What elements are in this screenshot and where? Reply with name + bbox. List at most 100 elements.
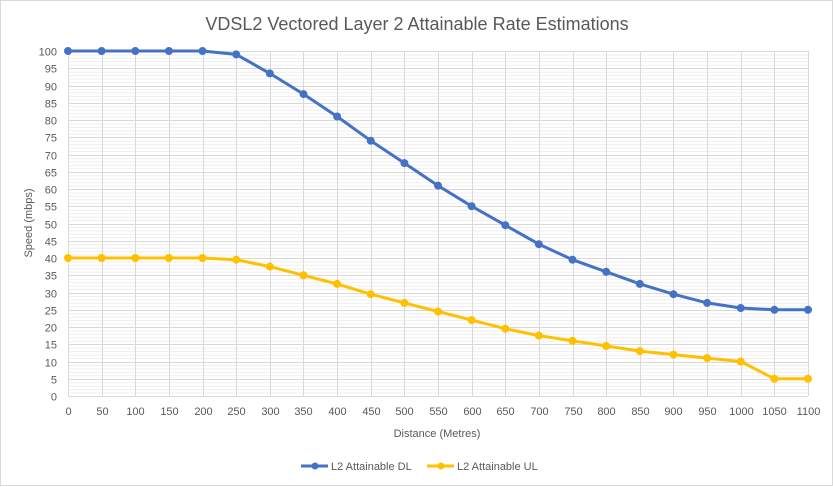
y-axis-ticks: 0 5 10 15 20 25 30 35 40 45 50 55 60 65 70 75 80 85 90 95 10… [39, 47, 57, 404]
data-point [198, 47, 207, 55]
data-point [434, 307, 442, 316]
x-tick-label: 850 [631, 406, 649, 418]
x-tick-label: 450 [362, 406, 380, 418]
x-tick-label: 650 [496, 406, 514, 418]
y-tick-label: 45 [45, 237, 57, 249]
y-tick-label: 15 [45, 340, 57, 352]
x-axis-label: Distance (Metres) [394, 428, 481, 440]
x-tick-label: 750 [564, 406, 582, 418]
x-tick-label: 1050 [762, 406, 786, 418]
series-l2-attainable-ul [64, 254, 812, 383]
x-tick-label: 150 [160, 406, 178, 418]
y-tick-label: 85 [45, 99, 57, 111]
y-tick-label: 100 [39, 47, 57, 59]
y-tick-label: 40 [45, 254, 57, 266]
data-point [299, 271, 308, 280]
data-point [131, 254, 140, 262]
y-tick-label: 20 [45, 323, 57, 335]
x-tick-label: 500 [395, 406, 413, 418]
x-tick-label: 300 [261, 406, 279, 418]
y-tick-label: 90 [45, 82, 57, 94]
x-tick-label: 400 [328, 406, 346, 418]
data-point [602, 342, 611, 350]
x-axis-ticks: 0 50 100 150 200 250 300 350 400 450 500 550 600 650 7… [65, 406, 820, 418]
data-point [164, 47, 173, 55]
x-tick-label: 950 [698, 406, 716, 418]
y-tick-label: 0 [51, 392, 57, 404]
data-point [635, 279, 644, 288]
x-tick-label: 250 [227, 406, 245, 418]
series-layer [64, 47, 812, 383]
x-tick-label: 600 [463, 406, 481, 418]
data-point [64, 47, 72, 55]
y-tick-label: 80 [45, 116, 57, 128]
chart-title: VDSL2 Vectored Layer 2 Attainable Rate E… [205, 14, 628, 34]
data-point [736, 357, 745, 366]
y-tick-label: 95 [45, 64, 57, 76]
x-tick-label: 800 [597, 406, 615, 418]
data-point [400, 298, 409, 307]
legend-label: L2 Attainable UL [457, 461, 538, 473]
data-point [64, 254, 72, 262]
y-tick-label: 50 [45, 220, 57, 232]
y-tick-label: 55 [45, 202, 57, 214]
grid-major [68, 51, 809, 397]
data-point [400, 159, 409, 168]
data-point [568, 255, 577, 264]
x-tick-label: 700 [530, 406, 548, 418]
y-tick-label: 70 [45, 151, 57, 163]
data-point [770, 305, 779, 314]
data-point [232, 50, 241, 59]
data-point [131, 47, 140, 55]
data-point [501, 324, 510, 333]
x-tick-label: 0 [65, 406, 71, 418]
data-point [333, 112, 342, 121]
y-axis-label: Speed (mbps) [23, 188, 35, 257]
data-point [366, 136, 375, 145]
data-point [232, 255, 241, 264]
data-point [568, 336, 577, 345]
data-point [434, 181, 442, 190]
y-tick-label: 25 [45, 306, 57, 318]
y-tick-label: 30 [45, 289, 57, 301]
x-tick-label: 200 [194, 406, 212, 418]
data-point [97, 254, 106, 262]
data-point [669, 290, 678, 299]
legend: L2 Attainable DL L2 Attainable UL [301, 461, 538, 473]
data-point [97, 47, 106, 55]
x-tick-label: 900 [664, 406, 682, 418]
data-point [467, 316, 476, 325]
data-point [804, 374, 812, 383]
data-point [467, 202, 476, 211]
legend-label: L2 Attainable DL [331, 461, 412, 473]
data-point [703, 354, 712, 363]
data-point [635, 347, 644, 356]
x-tick-label: 1100 [797, 406, 821, 418]
y-tick-label: 10 [45, 358, 57, 370]
legend-swatch-marker [311, 462, 319, 470]
y-tick-label: 75 [45, 133, 57, 145]
data-point [333, 279, 342, 288]
data-point [299, 90, 308, 99]
x-tick-label: 100 [126, 406, 144, 418]
data-point [534, 331, 543, 340]
x-tick-label: 50 [96, 406, 108, 418]
data-point [534, 240, 543, 249]
y-tick-label: 35 [45, 271, 57, 283]
data-point [265, 69, 274, 78]
data-point [602, 267, 611, 276]
y-tick-label: 5 [51, 375, 57, 387]
x-tick-label: 350 [294, 406, 312, 418]
legend-item: L2 Attainable DL [301, 461, 412, 473]
y-tick-label: 60 [45, 185, 57, 197]
data-point [804, 305, 812, 314]
legend-item: L2 Attainable UL [427, 461, 538, 473]
data-point [366, 290, 375, 299]
data-point [703, 298, 712, 307]
series-l2-attainable-dl [64, 47, 812, 314]
legend-swatch-marker [437, 462, 445, 470]
data-point [501, 221, 510, 230]
data-point [164, 254, 173, 262]
y-tick-label: 65 [45, 168, 57, 180]
